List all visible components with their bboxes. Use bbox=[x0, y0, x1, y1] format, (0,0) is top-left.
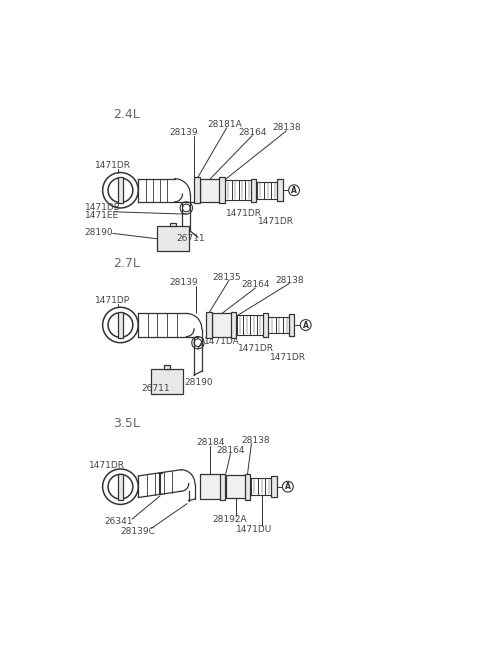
Bar bbox=[263, 314, 268, 337]
Text: 28138: 28138 bbox=[275, 276, 304, 285]
Bar bbox=[231, 312, 236, 338]
Text: 28139C: 28139C bbox=[120, 527, 155, 536]
Text: 28190: 28190 bbox=[85, 228, 113, 237]
Text: 1471DR: 1471DR bbox=[258, 217, 294, 225]
Bar bbox=[251, 179, 256, 202]
Text: 28181A: 28181A bbox=[207, 121, 241, 129]
Text: 1471DR: 1471DR bbox=[238, 344, 274, 352]
Text: 1471DR: 1471DR bbox=[226, 209, 262, 218]
Bar bbox=[151, 369, 183, 394]
Circle shape bbox=[288, 185, 300, 196]
Bar bbox=[206, 312, 212, 338]
Bar bbox=[289, 314, 294, 336]
Text: 28135: 28135 bbox=[212, 272, 241, 282]
Text: 3.5L: 3.5L bbox=[113, 417, 140, 430]
Text: 1471DR: 1471DR bbox=[89, 460, 125, 470]
Bar bbox=[200, 474, 221, 499]
Text: 26341: 26341 bbox=[105, 517, 133, 526]
Circle shape bbox=[300, 320, 311, 330]
Text: 28138: 28138 bbox=[272, 123, 300, 132]
Text: 28139: 28139 bbox=[170, 128, 198, 137]
Bar bbox=[245, 474, 250, 500]
Text: 26711: 26711 bbox=[176, 234, 204, 243]
Bar bbox=[226, 475, 246, 498]
Text: 1471EE: 1471EE bbox=[85, 211, 119, 220]
Bar bbox=[170, 223, 176, 227]
Text: 28192A: 28192A bbox=[213, 515, 247, 523]
Bar bbox=[271, 476, 276, 498]
Text: 28139: 28139 bbox=[170, 278, 198, 287]
Text: A: A bbox=[303, 320, 309, 329]
Bar bbox=[194, 177, 200, 203]
Text: 2.7L: 2.7L bbox=[113, 257, 140, 270]
Bar bbox=[118, 312, 123, 338]
Text: 1471DR: 1471DR bbox=[270, 353, 306, 362]
Bar bbox=[212, 314, 232, 337]
Text: A: A bbox=[291, 186, 297, 195]
Text: 1471DA: 1471DA bbox=[204, 337, 240, 346]
Text: 1471DP: 1471DP bbox=[95, 296, 130, 305]
Text: 1471DR: 1471DR bbox=[95, 161, 131, 170]
Bar bbox=[200, 179, 220, 202]
Bar bbox=[157, 227, 190, 251]
Text: 28164: 28164 bbox=[216, 446, 245, 455]
Text: 1471DU: 1471DU bbox=[236, 525, 273, 534]
Bar bbox=[118, 177, 123, 203]
Bar bbox=[118, 474, 123, 500]
Text: 28190: 28190 bbox=[184, 378, 213, 387]
Text: 2.4L: 2.4L bbox=[113, 108, 140, 121]
Text: 26711: 26711 bbox=[141, 384, 169, 392]
Text: 28184: 28184 bbox=[196, 438, 225, 447]
Text: 1471DB: 1471DB bbox=[85, 202, 120, 212]
Bar bbox=[220, 474, 226, 500]
Text: A: A bbox=[285, 482, 291, 491]
Bar bbox=[164, 365, 170, 369]
Circle shape bbox=[282, 481, 293, 492]
Bar bbox=[219, 177, 225, 203]
Bar bbox=[277, 179, 283, 201]
Text: 28164: 28164 bbox=[241, 280, 270, 290]
Text: 28164: 28164 bbox=[238, 128, 266, 137]
Text: 28138: 28138 bbox=[241, 436, 270, 445]
